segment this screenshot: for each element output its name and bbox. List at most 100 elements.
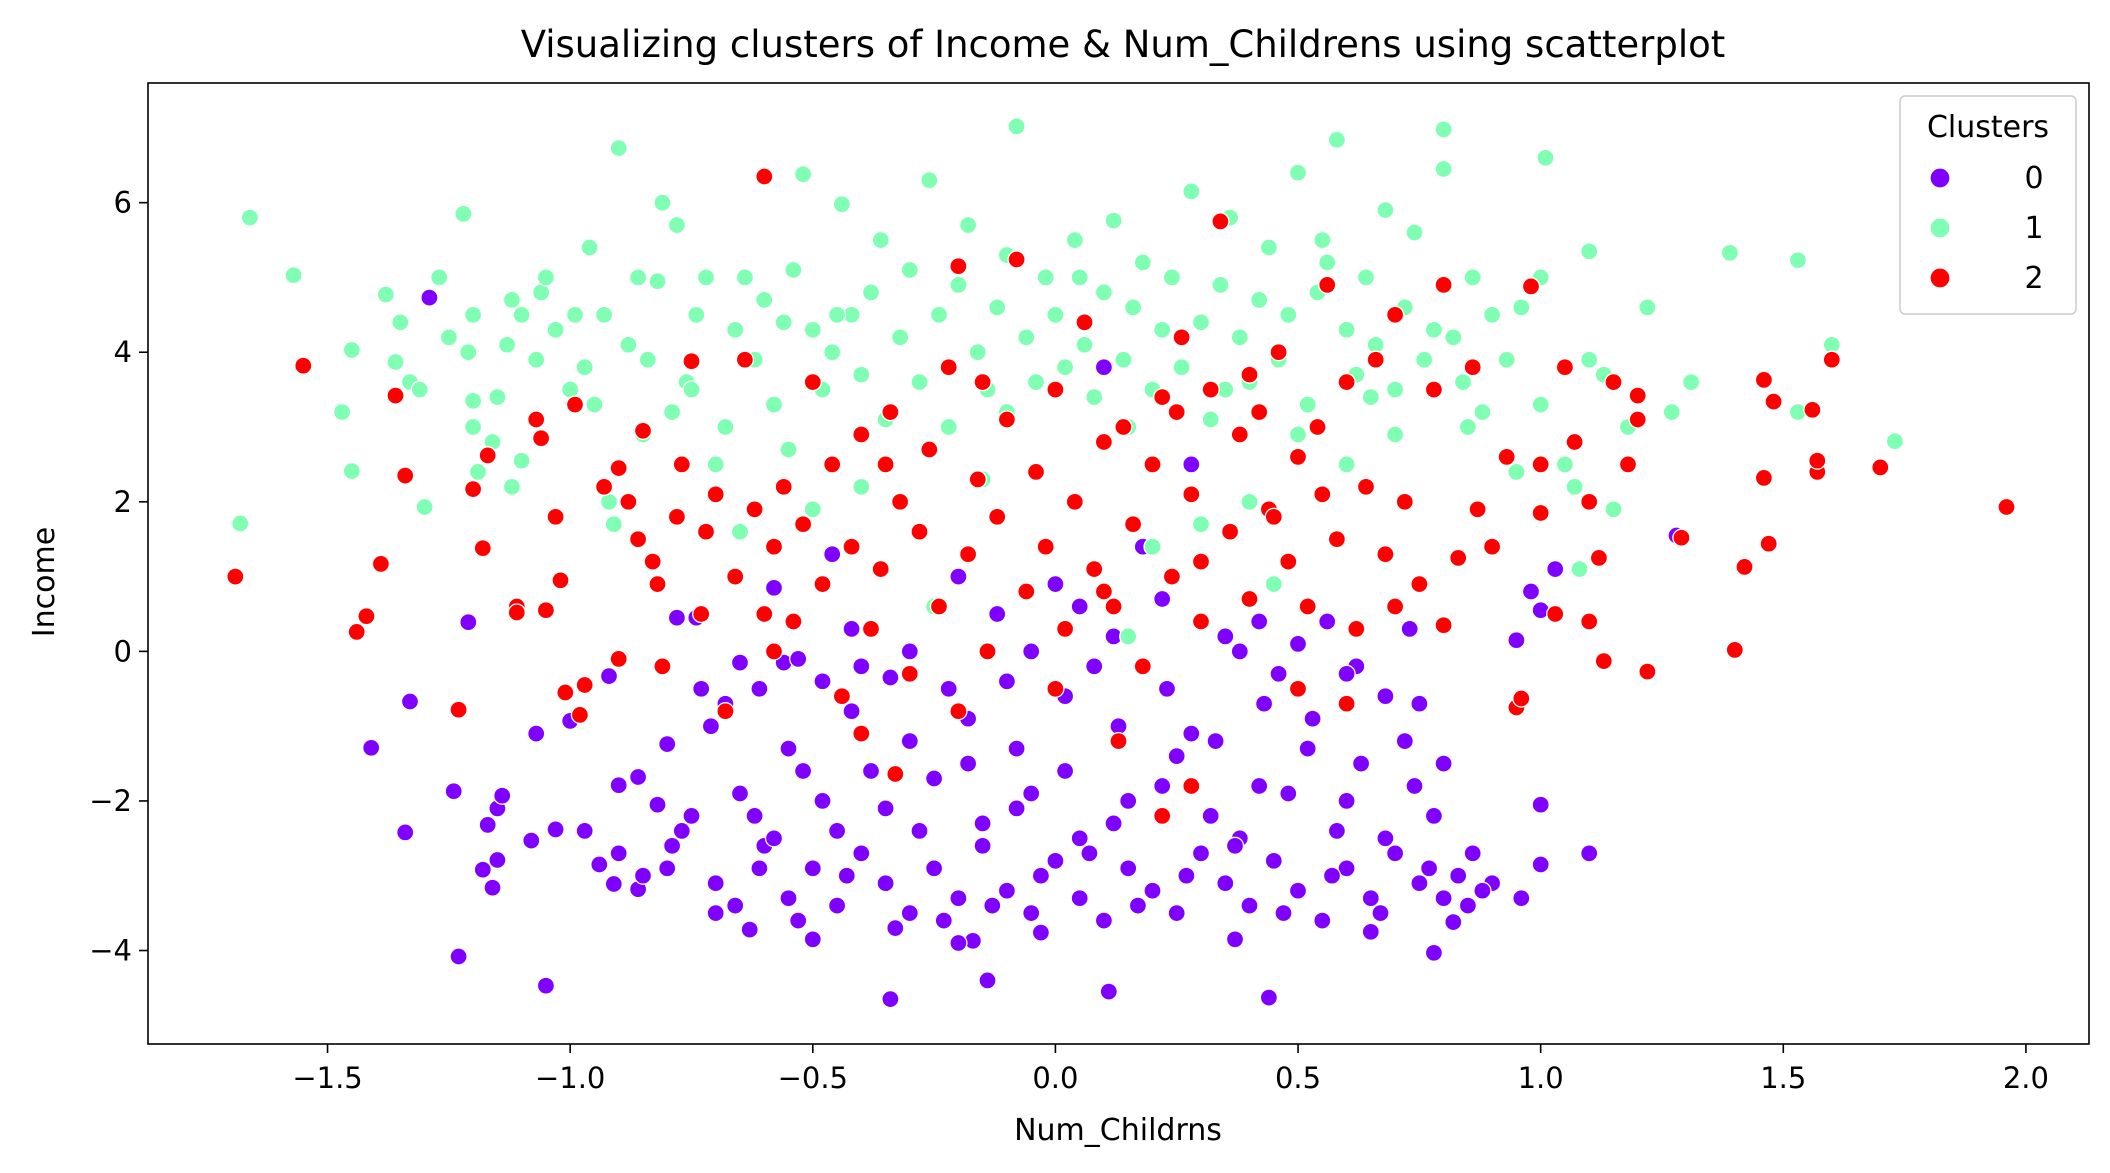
data-point — [1444, 328, 1463, 347]
data-point — [1128, 896, 1148, 915]
data-point — [1555, 358, 1575, 377]
data-point — [1288, 634, 1308, 654]
data-point — [764, 578, 784, 597]
data-point — [827, 305, 847, 324]
data-point — [1531, 795, 1550, 814]
data-point — [929, 305, 949, 324]
data-point — [410, 380, 429, 399]
data-point — [1759, 534, 1778, 553]
data-point — [633, 866, 653, 885]
data-point — [881, 668, 900, 687]
data-point — [1153, 776, 1172, 796]
legend-label-2: 2 — [2024, 261, 2043, 296]
legend-marker-2 — [1929, 267, 1951, 289]
data-point — [1400, 619, 1419, 639]
data-point — [1618, 455, 1638, 474]
data-point — [803, 320, 822, 339]
data-point — [1376, 687, 1395, 706]
data-point — [1531, 455, 1550, 474]
data-point — [1444, 912, 1463, 932]
data-point — [1172, 328, 1191, 347]
data-point — [1327, 530, 1347, 549]
data-point — [1565, 477, 1584, 496]
data-point — [1361, 922, 1380, 941]
data-point — [1681, 372, 1701, 392]
data-point — [1788, 251, 1808, 270]
data-point — [1075, 313, 1094, 332]
data-point — [1094, 911, 1114, 930]
y-tick-label: −4 — [89, 934, 132, 968]
data-point — [1512, 689, 1531, 708]
data-point — [1468, 500, 1487, 519]
data-point — [396, 823, 415, 842]
data-point — [789, 649, 808, 669]
data-point — [1424, 320, 1444, 339]
data-point — [1885, 432, 1905, 451]
data-point — [580, 238, 599, 257]
data-point — [1327, 821, 1347, 841]
data-point — [1119, 627, 1138, 646]
data-point — [1279, 784, 1298, 803]
data-point — [1376, 545, 1395, 564]
data-point — [978, 642, 997, 661]
data-point — [1182, 485, 1201, 504]
data-point — [958, 545, 978, 564]
data-point — [1288, 679, 1308, 698]
data-point — [463, 305, 483, 324]
data-point — [1031, 923, 1051, 942]
data-point — [1808, 451, 1827, 470]
data-point — [1259, 238, 1279, 257]
data-point — [774, 477, 793, 496]
data-point — [575, 675, 594, 695]
data-point — [1337, 859, 1356, 878]
data-point — [1123, 515, 1143, 534]
legend-label-1: 1 — [2024, 211, 2043, 246]
data-point — [1453, 372, 1473, 392]
data-point — [876, 799, 895, 818]
data-point — [1070, 597, 1089, 616]
data-point — [551, 571, 570, 590]
data-point — [1555, 455, 1575, 474]
data-point — [284, 266, 303, 285]
data-point — [696, 522, 716, 541]
data-point — [1182, 776, 1201, 796]
data-point — [842, 619, 861, 639]
data-point — [1347, 619, 1366, 639]
data-point — [1424, 806, 1444, 826]
data-point — [1735, 557, 1754, 577]
data-point — [449, 700, 468, 719]
data-point — [1274, 903, 1293, 923]
data-point — [1434, 889, 1453, 908]
data-point — [1405, 776, 1424, 796]
data-point — [1153, 589, 1172, 609]
data-point — [231, 514, 250, 533]
data-point — [920, 440, 939, 459]
data-point — [1434, 616, 1453, 635]
data-point — [764, 829, 784, 848]
data-point — [599, 666, 619, 686]
data-point — [803, 859, 822, 878]
data-point — [900, 260, 919, 280]
data-point — [1172, 358, 1191, 377]
data-point — [546, 507, 565, 526]
data-point — [1162, 268, 1182, 287]
data-point — [1337, 320, 1356, 339]
data-point — [1022, 903, 1041, 923]
data-point — [924, 859, 944, 878]
data-point — [1230, 328, 1249, 347]
data-point — [1371, 903, 1390, 923]
data-point — [997, 410, 1017, 429]
data-point — [1075, 335, 1094, 354]
data-point — [546, 320, 565, 339]
data-point — [988, 298, 1007, 317]
data-point — [764, 642, 784, 661]
data-point — [420, 288, 439, 307]
data-point — [1036, 268, 1055, 287]
data-point — [1356, 268, 1376, 287]
data-point — [789, 911, 808, 930]
data-point — [1177, 866, 1196, 885]
data-point — [1536, 148, 1555, 167]
data-point — [852, 844, 871, 863]
data-point — [565, 305, 585, 324]
data-point — [439, 328, 459, 347]
